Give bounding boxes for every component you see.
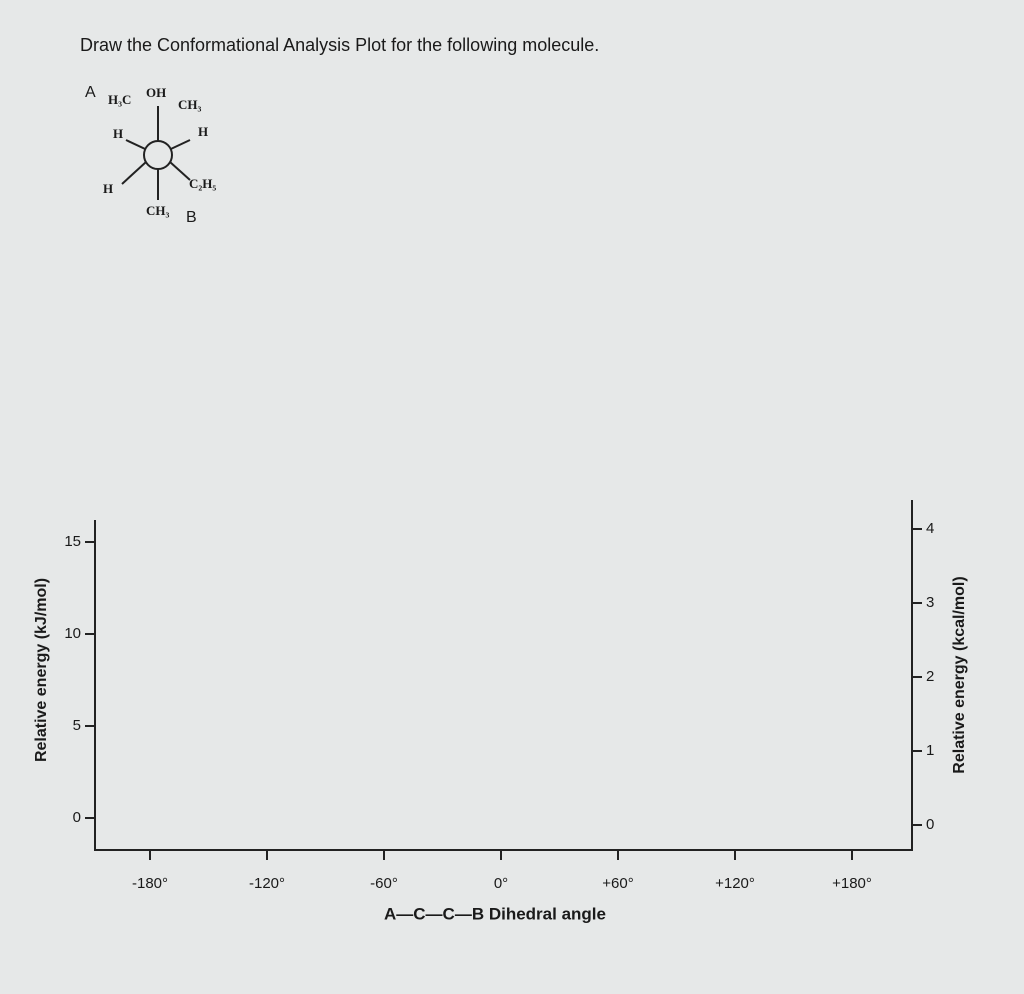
x-tick-label: -180°	[132, 875, 168, 892]
newman-circle	[143, 140, 173, 170]
back-label: B	[186, 209, 197, 226]
ticks: -180° -120° -60° 0° +60° +120° +180° 0 5 10 15 0 1 2 3…	[64, 520, 934, 892]
group: C₂H₅	[189, 176, 216, 191]
x-tick-label: +60°	[602, 875, 633, 892]
bond	[121, 161, 147, 185]
newman-projection: A B H₃C OH CH₃ H H H C₂H₅ CH₃	[85, 84, 216, 226]
x-axis-label: A—C—C—B Dihedral angle	[384, 904, 606, 923]
x-tick-label: -120°	[249, 875, 285, 892]
x-tick-label: +180°	[832, 875, 872, 892]
y-tick-label: 5	[73, 717, 81, 734]
group: H	[103, 181, 113, 196]
y2-tick-label: 1	[926, 742, 934, 759]
group: OH	[146, 85, 166, 100]
y2-tick-label: 0	[926, 816, 934, 833]
group: H₃C	[108, 92, 131, 107]
y-axis-label: Relative energy (kJ/mol)	[33, 578, 50, 762]
question: Draw the Conformational Analysis Plot fo…	[80, 35, 599, 55]
y2-axis-label: Relative energy (kcal/mol)	[951, 576, 968, 773]
y-tick-label: 0	[73, 809, 81, 826]
group: H	[113, 126, 123, 141]
group: CH₃	[146, 203, 170, 218]
axes	[94, 500, 913, 851]
group: CH₃	[178, 97, 202, 112]
x-tick-label: 0°	[494, 875, 508, 892]
y-tick-label: 10	[64, 625, 81, 642]
x-tick-label: -60°	[370, 875, 398, 892]
x-tick-label: +120°	[715, 875, 755, 892]
y2-tick-label: 4	[926, 520, 934, 537]
front-label: A	[85, 84, 96, 101]
group: H	[198, 124, 208, 139]
y2-tick-label: 2	[926, 668, 934, 685]
bond	[169, 161, 191, 181]
y-tick-label: 15	[64, 533, 81, 550]
y2-tick-label: 3	[926, 594, 934, 611]
